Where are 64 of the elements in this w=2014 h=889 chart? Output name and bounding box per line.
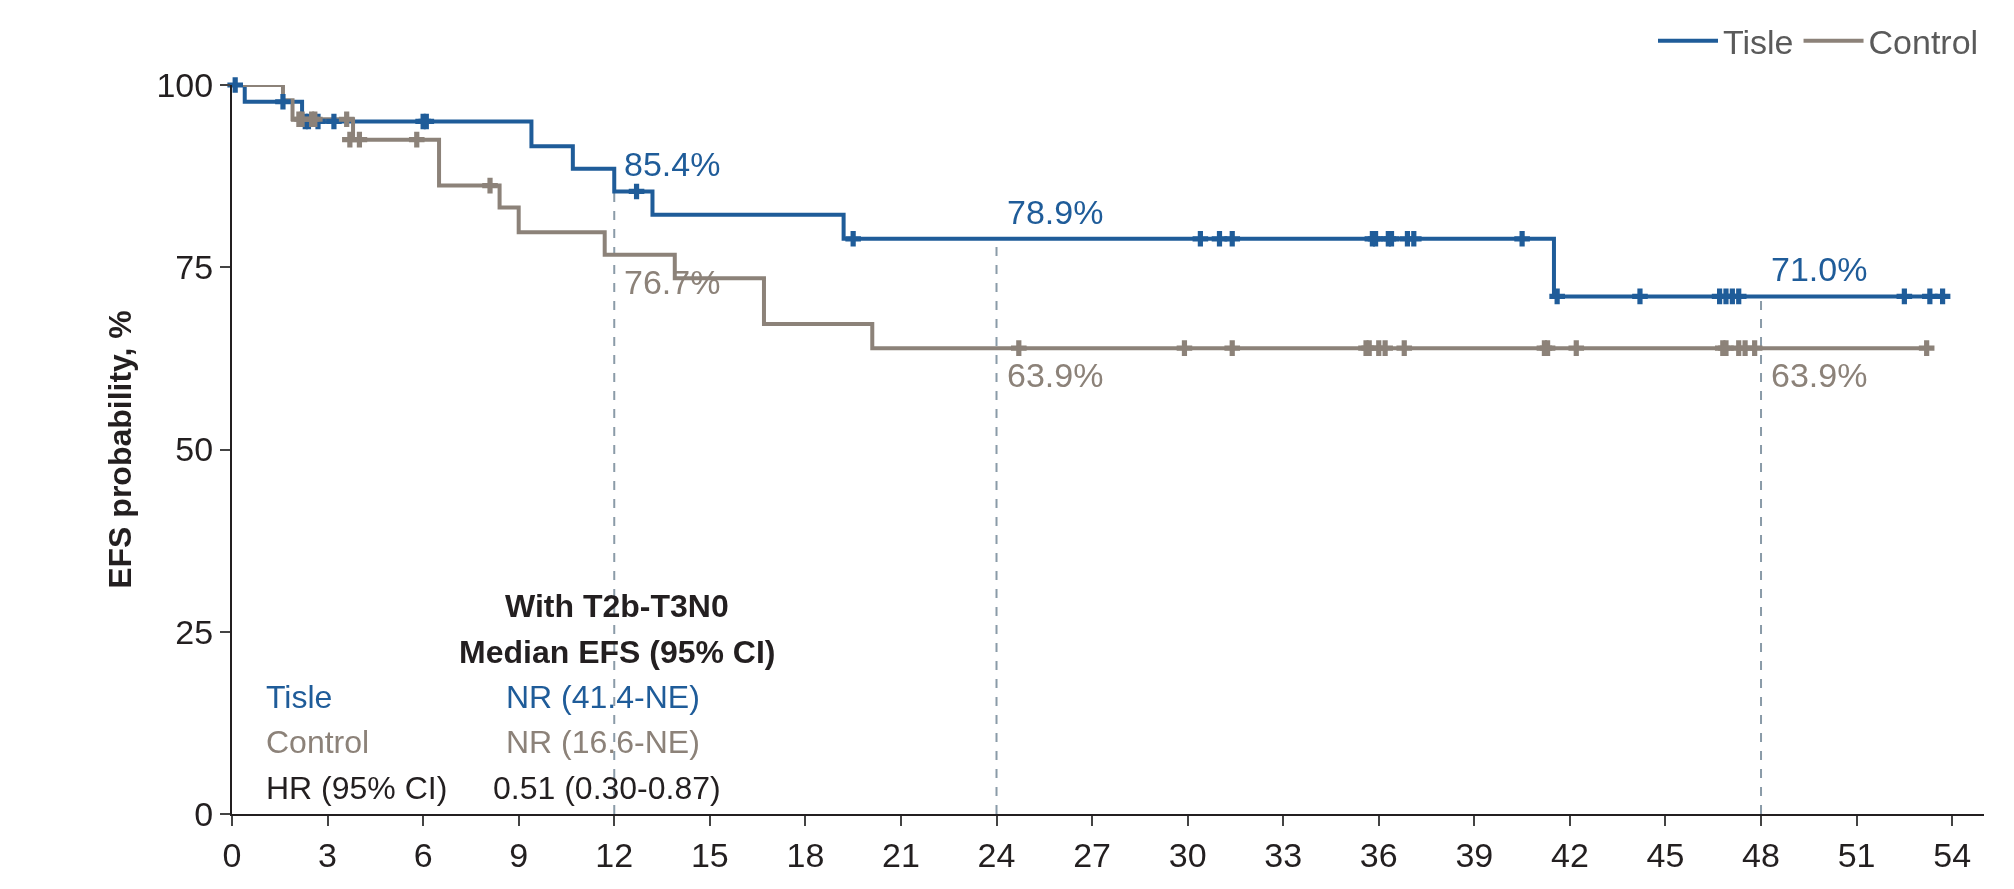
- x-tick-label: 36: [1359, 835, 1398, 874]
- x-tick-label: 3: [318, 835, 338, 874]
- x-tick-label: 45: [1646, 835, 1685, 874]
- y-tick-label: 75: [175, 248, 214, 287]
- point: [1934, 288, 1951, 305]
- point: [1176, 340, 1193, 356]
- point: [227, 77, 243, 93]
- point: [845, 231, 861, 247]
- point: [1632, 288, 1648, 305]
- annotation: Tisle: [266, 679, 333, 715]
- point: [326, 113, 342, 130]
- x-tick-label: 12: [595, 835, 634, 874]
- x-tick-label: 0: [222, 835, 242, 874]
- y-axis-title: EFS probability, %: [102, 310, 139, 589]
- point: [482, 177, 498, 194]
- point: [1011, 340, 1027, 356]
- annotation: With T2b-T3N0: [505, 588, 729, 624]
- x-tick-label: 30: [1168, 835, 1207, 874]
- annotation: Control: [266, 724, 370, 760]
- x-tick-label: 15: [690, 835, 729, 874]
- point: [418, 113, 435, 130]
- x-tick-label: 42: [1550, 835, 1589, 874]
- y-tick-label: 0: [194, 794, 214, 833]
- annotation: NR (16.6-NE): [506, 724, 700, 760]
- x-tick-label: 54: [1933, 835, 1972, 874]
- x-tick-label: 39: [1455, 835, 1494, 874]
- x-tick-label: 33: [1264, 835, 1303, 874]
- point: [1224, 231, 1241, 247]
- point: [1514, 231, 1530, 247]
- legend-label: Control: [1868, 22, 1979, 61]
- point: [1549, 288, 1565, 305]
- legend-label: Tisle: [1723, 22, 1794, 61]
- y-tick-label: 50: [175, 430, 214, 469]
- point: [338, 111, 355, 128]
- point: [1918, 340, 1935, 356]
- x-tick-label: 21: [882, 835, 920, 874]
- point: [408, 131, 425, 148]
- annotation: 63.9%: [1007, 356, 1104, 394]
- point: [1568, 340, 1585, 356]
- x-tick-label: 24: [977, 835, 1016, 874]
- annotation: NR (41.4-NE): [506, 679, 700, 715]
- point: [275, 93, 291, 110]
- x-tick-label: 18: [786, 835, 825, 874]
- annotation: 85.4%: [624, 145, 721, 183]
- annotation: 0.51 (0.30-0.87): [493, 770, 721, 806]
- annotation: HR (95% CI): [266, 770, 448, 806]
- y-tick-label: 25: [175, 612, 214, 651]
- x-tick-label: 6: [413, 835, 433, 874]
- annotation: 71.0%: [1771, 250, 1868, 288]
- annotation: Median EFS (95% CI): [459, 634, 776, 670]
- x-tick-label: 9: [509, 835, 529, 874]
- y-tick-label: 100: [156, 65, 214, 104]
- point: [1746, 340, 1763, 356]
- point: [1192, 231, 1209, 247]
- x-tick-label: 48: [1742, 835, 1780, 874]
- annotation: 78.9%: [1007, 193, 1104, 231]
- point: [1396, 340, 1413, 356]
- x-tick-label: 27: [1073, 835, 1111, 874]
- point: [1896, 288, 1913, 305]
- x-tick-label: 51: [1837, 835, 1876, 874]
- point: [351, 131, 368, 148]
- annotation: 63.9%: [1771, 356, 1868, 394]
- point: [1224, 340, 1241, 356]
- point: [628, 183, 645, 200]
